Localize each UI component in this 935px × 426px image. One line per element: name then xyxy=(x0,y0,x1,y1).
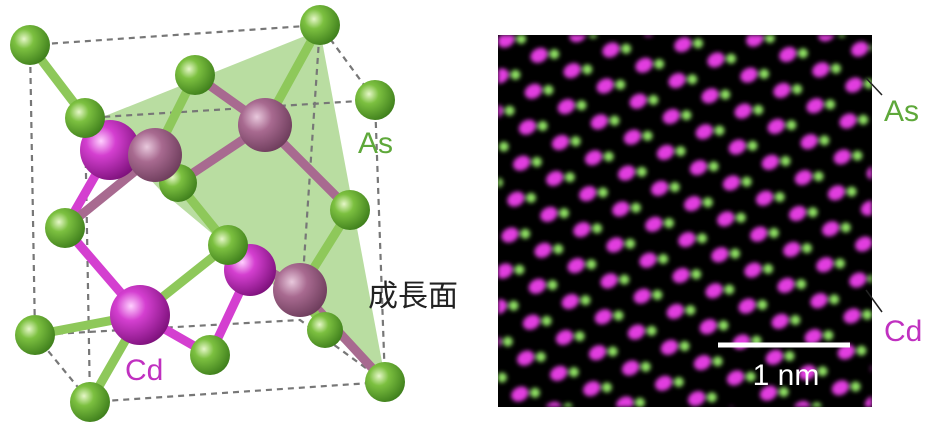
crystal-structure: As 成長面 Cd xyxy=(10,5,458,422)
label-as: As xyxy=(358,127,393,160)
image-label-as: As xyxy=(884,95,919,128)
label-cd: Cd xyxy=(125,354,163,387)
stem-image: 1 nm As Cd xyxy=(498,35,922,407)
atoms xyxy=(10,5,405,422)
scale-label: 1 nm xyxy=(753,359,820,392)
image-label-cd: Cd xyxy=(884,315,922,348)
label-growth-plane: 成長面 xyxy=(368,280,458,313)
